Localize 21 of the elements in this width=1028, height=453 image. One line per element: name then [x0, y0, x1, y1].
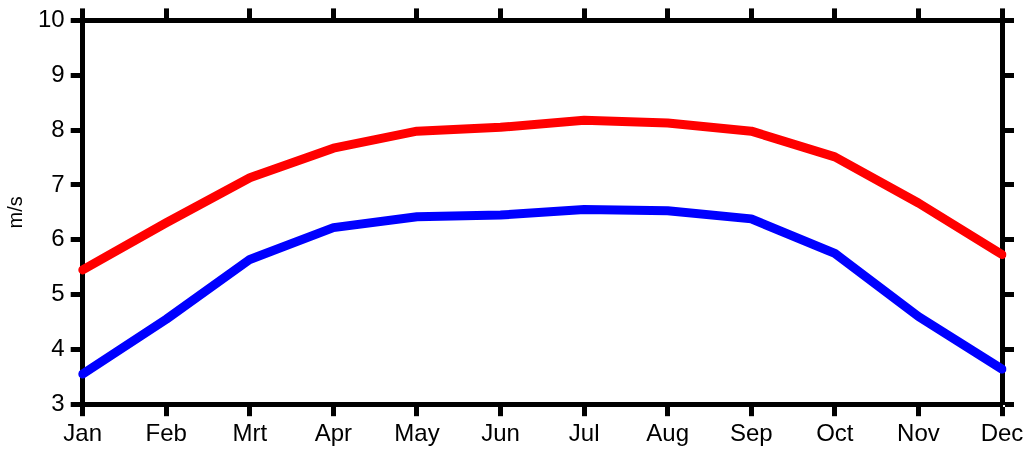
y-tick-label: 3	[51, 388, 65, 416]
y-tick-label: 5	[51, 279, 65, 307]
x-tick-label: May	[394, 419, 440, 447]
x-tick-label: Jan	[63, 419, 103, 447]
y-tick-label: 9	[51, 59, 65, 87]
x-tick-label: Jun	[481, 419, 520, 447]
x-tick-label: Dec	[980, 419, 1024, 447]
x-tick-label: Apr	[314, 419, 353, 447]
x-tick-label: Oct	[816, 419, 854, 447]
x-tick-label: Aug	[646, 419, 690, 447]
x-tick-label: Mrt	[232, 419, 268, 447]
x-tick-label: Sep	[729, 419, 773, 447]
x-tick-label: Nov	[897, 419, 940, 447]
y-tick-label: 10	[37, 5, 65, 33]
y-tick-label: 6	[51, 224, 65, 252]
y-tick-label: 8	[51, 114, 65, 142]
x-tick-label: Jul	[568, 419, 600, 447]
y-tick-label: 4	[51, 334, 65, 361]
x-tick-label: Feb	[145, 419, 187, 447]
y-axis-title: m/s	[3, 196, 26, 229]
y-tick-label: 7	[51, 169, 65, 197]
